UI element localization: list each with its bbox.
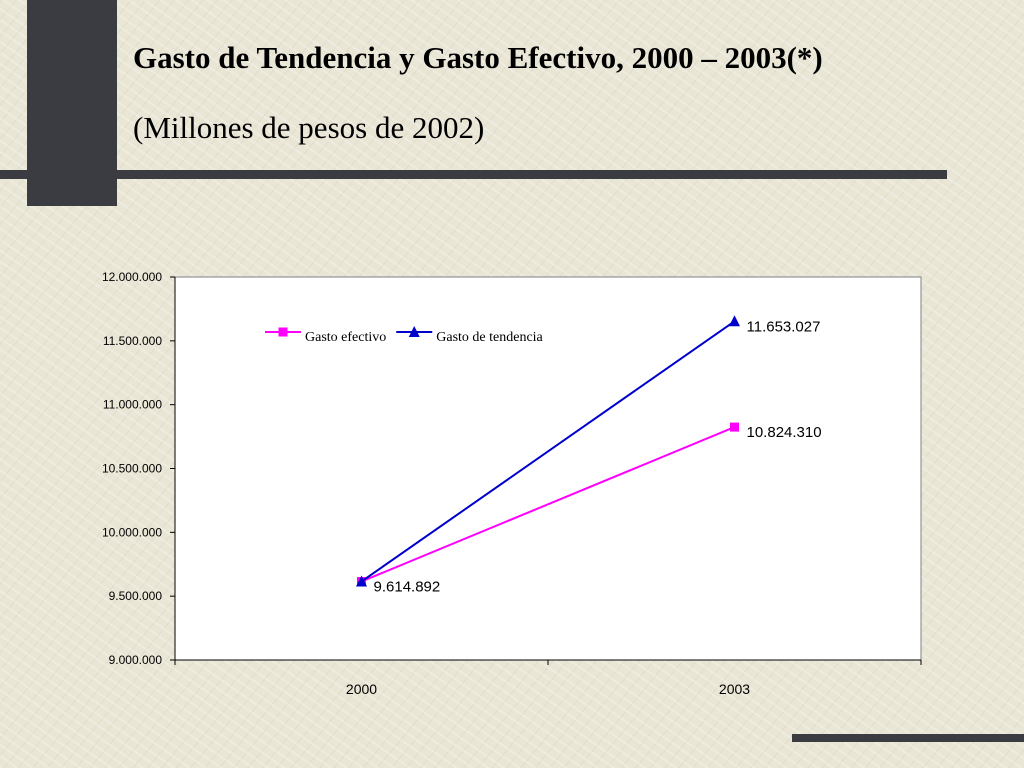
plot-area: [174, 276, 922, 661]
title-divider: [0, 170, 947, 179]
legend-swatch-marker: [278, 327, 288, 337]
y-tick-label: 11.500.000: [103, 334, 162, 348]
data-label: 11.653.027: [747, 318, 821, 335]
y-tick-label: 9.500.000: [109, 589, 163, 603]
footer-divider: [792, 734, 1024, 742]
legend-entry: Gasto efectivo: [305, 330, 386, 345]
y-tick-label: 9.000.000: [109, 653, 163, 667]
y-tick-label: 10.000.000: [102, 525, 162, 539]
series-line-1: [360, 320, 736, 583]
y-tick-label: 10.500.000: [102, 462, 162, 476]
data-point-marker: [730, 422, 739, 432]
data-label: 9.614.892: [374, 578, 441, 595]
legend-entry: Gasto de tendencia: [436, 330, 543, 345]
legend-swatch-marker: [408, 326, 420, 337]
series-line-0: [361, 426, 735, 583]
y-tick-label: 12.000.000: [102, 270, 162, 284]
x-tick-label: 2000: [346, 681, 377, 697]
data-point-marker: [729, 315, 740, 327]
y-tick-label: 11.000.000: [103, 398, 162, 412]
slide-title: Gasto de Tendencia y Gasto Efectivo, 200…: [133, 40, 823, 75]
data-label: 10.824.310: [747, 424, 822, 441]
x-tick-label: 2003: [719, 681, 750, 697]
slide-subtitle: (Millones de pesos de 2002): [133, 110, 485, 145]
data-point-marker: [356, 575, 367, 587]
